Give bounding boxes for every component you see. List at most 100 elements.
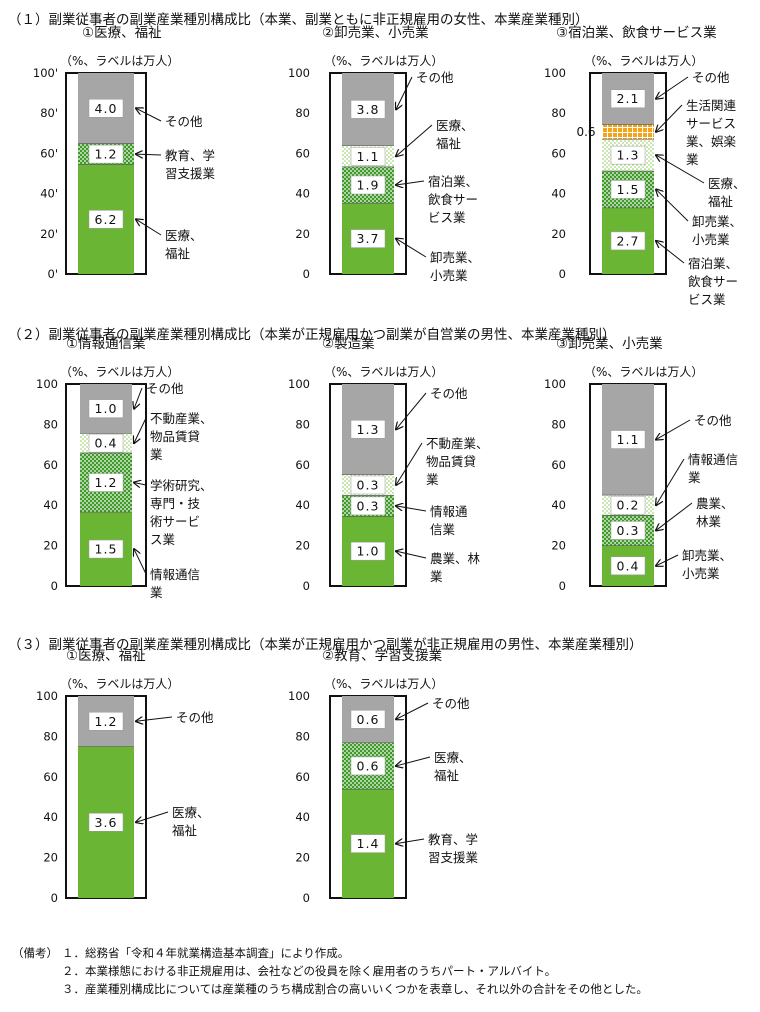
data-label-box	[88, 473, 124, 492]
category-label: 不動産業、	[150, 411, 213, 426]
stacked-bar-charts: ①医療、福祉（%、ラベルは万人）100'80'60'40'20'0'6.21.2…	[33, 24, 746, 905]
data-label: 1.2	[95, 147, 118, 162]
y-tick-label: 100	[36, 377, 58, 391]
y-tick-label: 40	[295, 810, 310, 824]
chart-title: ①医療、福祉	[82, 24, 162, 41]
data-label-box	[350, 710, 386, 729]
data-label-box	[88, 144, 124, 164]
notes: （備考） １．総務省「令和４年就業構造基本調査」により作成。 ２．本業様態におけ…	[12, 944, 648, 998]
category-label: 業	[150, 585, 163, 600]
label-arrow	[396, 181, 425, 185]
category-label: 業	[688, 470, 701, 485]
section-1-heading: （１）副業従事者の副業産業種別構成比（本業、副業ともに非正規雇用の女性、本業産業…	[8, 12, 589, 28]
category-label: 情報通	[430, 504, 468, 519]
label-arrow	[396, 239, 427, 258]
y-tick-label: 80	[295, 729, 310, 743]
label-arrow	[656, 76, 689, 99]
category-label: 飲食サー	[428, 192, 478, 207]
category-label: 医療、	[165, 228, 203, 243]
data-label: 2.7	[617, 233, 640, 248]
y-tick-label: 80	[295, 417, 310, 431]
data-label-box	[350, 541, 386, 561]
category-label: 医療、	[172, 805, 210, 820]
chart-title: ②製造業	[322, 336, 375, 352]
label-arrow	[134, 417, 147, 443]
y-tick-label: 20'	[40, 227, 58, 241]
y-tick-label: 100	[36, 689, 58, 703]
label-arrow	[656, 155, 705, 184]
label-arrow	[656, 502, 693, 530]
chart-6: ③卸売業、小売業 （%、ラベルは万人） 100 80 60 40 20 0 0.4 0.3 0.2 1…	[544, 336, 738, 593]
category-label: 不動産業、	[426, 436, 489, 451]
category-label: 医療、	[436, 118, 474, 133]
data-label: 1.1	[617, 432, 640, 447]
label-arrow	[656, 241, 685, 264]
label-arrow	[136, 108, 162, 122]
data-label-box	[610, 430, 646, 449]
label-arrow	[656, 189, 689, 222]
data-label: 1.9	[357, 177, 380, 192]
data-label: 6.2	[95, 212, 118, 227]
data-label-box	[88, 399, 124, 418]
y-tick-label: 100	[288, 377, 310, 391]
section-3-heading: （３）副業従事者の副業産業種別構成比（本業が正規雇用かつ副業が非正規雇用の男性、…	[8, 637, 643, 653]
data-label: 0.3	[357, 498, 380, 513]
category-label: 業	[686, 152, 699, 167]
y-tick-label: 80	[295, 106, 310, 120]
y-tick-label: 40'	[40, 187, 58, 201]
y-tick-label: 20	[43, 851, 58, 865]
unit-note: （%、ラベルは万人）	[324, 54, 443, 68]
unit-note: （%、ラベルは万人）	[60, 677, 179, 691]
y-tick-label: 40	[43, 498, 58, 512]
data-label-box	[610, 231, 646, 251]
data-label: 0.2	[617, 498, 640, 513]
category-label: 教育、学	[165, 148, 215, 163]
chart-title: ①医療、福祉	[66, 647, 146, 664]
chart-title: ③卸売業、小売業	[556, 336, 663, 352]
category-label: 教育、学	[428, 832, 478, 847]
label-arrow	[396, 551, 427, 559]
category-label: 学術研究、	[150, 478, 213, 493]
unit-note: （%、ラベルは万人）	[60, 365, 179, 379]
category-label: その他	[430, 386, 468, 401]
data-label: 1.4	[357, 836, 380, 851]
label-arrow	[656, 554, 679, 566]
y-tick-label: 60	[551, 146, 566, 160]
data-label-box	[350, 834, 386, 853]
category-label: ビス業	[688, 292, 726, 307]
label-arrow	[656, 458, 685, 505]
category-label: その他	[416, 70, 454, 85]
category-label: 物品賃貸	[426, 454, 476, 469]
label-arrow	[656, 104, 683, 132]
category-label: 習支援業	[428, 850, 479, 865]
label-arrow	[396, 442, 423, 485]
category-label: 農業、	[696, 496, 734, 511]
data-label: 1.1	[357, 149, 380, 164]
chart-1: ①医療、福祉 （%、ラベルは万人）100' 80' 60' 40' 20' 0' 6.2 1.2…	[33, 24, 216, 281]
category-label: 習支援業	[165, 166, 216, 181]
bar-segment	[602, 124, 654, 140]
data-label-box	[610, 556, 646, 576]
category-label: その他	[692, 70, 730, 85]
category-label: その他	[432, 696, 470, 711]
category-label: その他	[694, 413, 732, 428]
unit-note: （%、ラベルは万人）	[584, 365, 703, 379]
y-tick-label: 60	[551, 458, 566, 472]
data-label-box	[610, 495, 646, 515]
y-tick-label: 0	[51, 891, 58, 905]
category-label: その他	[165, 114, 203, 129]
y-tick-label: 100	[544, 377, 566, 391]
note-1: １．総務省「令和４年就業構造基本調査」により作成。	[62, 946, 350, 960]
data-label-box	[88, 712, 124, 731]
category-label: 卸売業、	[430, 250, 480, 265]
category-label: 業	[426, 472, 439, 487]
category-label: 医療、	[708, 176, 746, 191]
category-label: 業	[150, 447, 163, 462]
unit-note: （%、ラベルは万人）	[324, 365, 443, 379]
chart-7: ①医療、福祉 （%、ラベルは万人）100 80 60 40 20 0 3.6 1.2 医療、福祉 そ…	[36, 647, 214, 905]
label-arrow	[136, 811, 169, 822]
data-label: 4.0	[95, 101, 118, 116]
category-label: 飲食サー	[688, 274, 738, 289]
y-tick-label: 60'	[40, 146, 58, 160]
y-tick-label: 40	[551, 187, 566, 201]
